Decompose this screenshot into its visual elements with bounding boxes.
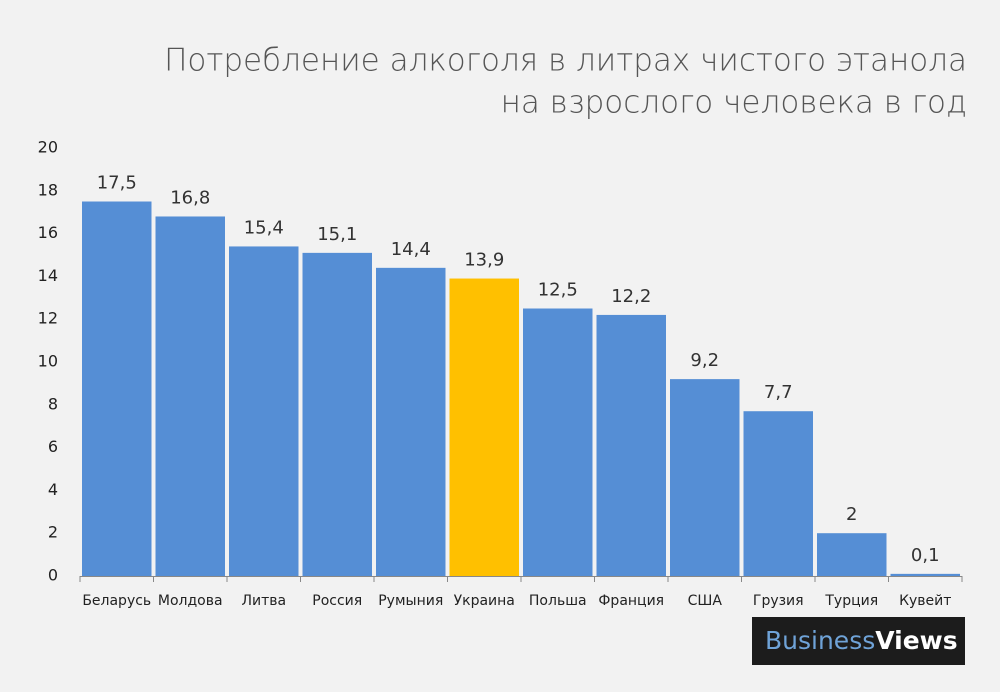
y-tick-label: 10: [38, 352, 58, 371]
chart-title: Потребление алкоголя в литрах чистого эт…: [164, 43, 967, 79]
bar: [817, 533, 887, 576]
bar: [890, 573, 960, 576]
bar: [449, 278, 519, 576]
bar: [523, 308, 593, 576]
value-label: 15,1: [317, 224, 357, 245]
x-tick-label: Франция: [598, 593, 664, 609]
x-tick-label: Молдова: [158, 593, 223, 609]
x-tick-label: Россия: [312, 593, 362, 609]
bar: [229, 246, 299, 576]
x-tick-label: Литва: [241, 593, 286, 609]
y-tick-label: 16: [38, 223, 58, 242]
x-tick-label: Турция: [824, 593, 878, 609]
y-tick-label: 20: [38, 138, 58, 157]
y-tick-label: 12: [38, 309, 58, 328]
logo-part: Views: [875, 626, 957, 655]
bar: [302, 252, 372, 577]
value-label: 0,1: [911, 545, 940, 566]
bar: [596, 314, 666, 576]
value-label: 2: [846, 504, 857, 525]
logo: BusinessViews: [765, 626, 958, 655]
chart-title: на взрослого человека в год: [501, 85, 967, 121]
x-tick-label: Румыния: [378, 593, 443, 609]
value-label: 16,8: [170, 187, 210, 208]
y-tick-label: 18: [38, 180, 58, 199]
bar: [155, 216, 225, 577]
value-label: 15,4: [244, 217, 284, 238]
y-tick-label: 14: [38, 266, 58, 285]
value-label: 14,4: [391, 239, 431, 260]
bar: [376, 267, 446, 576]
x-tick-label: Беларусь: [82, 593, 151, 609]
x-tick-label: Кувейт: [899, 593, 951, 609]
value-label: 9,2: [690, 350, 719, 371]
y-tick-label: 8: [48, 394, 58, 413]
value-label: 17,5: [97, 173, 137, 194]
value-label: 12,5: [538, 280, 578, 301]
x-tick-label: США: [688, 593, 723, 609]
x-tick-label: Грузия: [753, 593, 804, 609]
y-tick-label: 4: [48, 480, 58, 499]
value-label: 12,2: [611, 286, 651, 307]
x-tick-label: Украина: [454, 593, 515, 609]
y-tick-label: 6: [48, 437, 58, 456]
value-label: 7,7: [764, 382, 793, 403]
bar: [743, 411, 813, 576]
y-tick-label: 2: [48, 523, 58, 542]
value-label: 13,9: [464, 250, 504, 271]
bar: [82, 201, 152, 576]
y-tick-label: 0: [48, 566, 58, 585]
logo-part: Business: [765, 626, 875, 655]
bar: [670, 379, 740, 576]
x-tick-label: Польша: [529, 593, 587, 609]
logo-box: [752, 617, 965, 665]
